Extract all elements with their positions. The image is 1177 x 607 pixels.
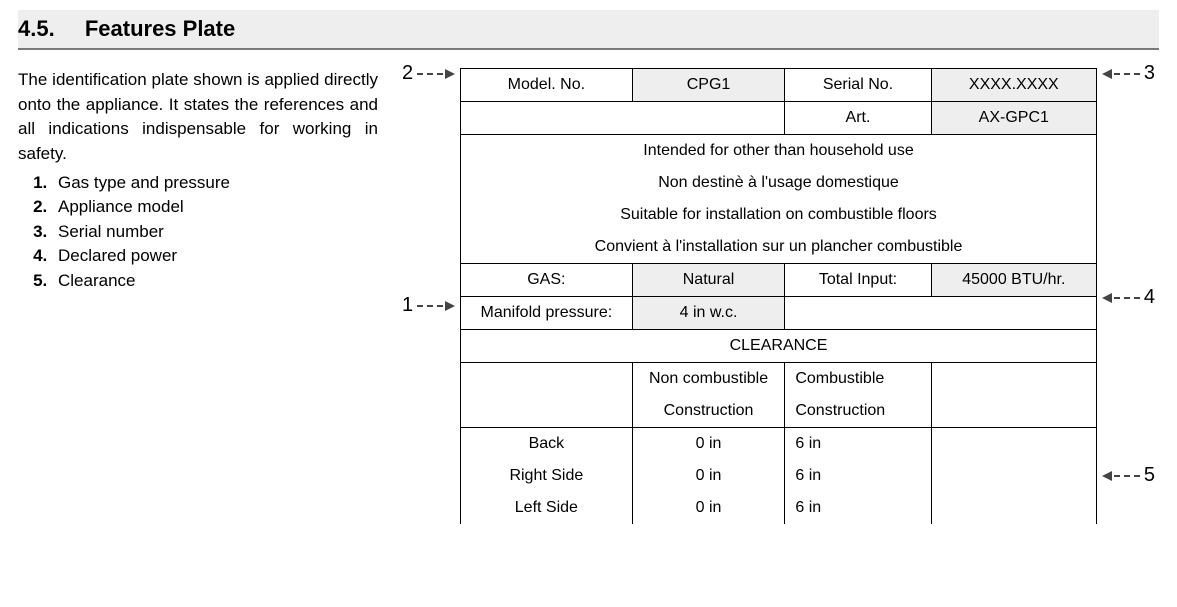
table-row: Manifold pressure: 4 in w.c.: [461, 297, 1097, 330]
total-input-value: 45000 BTU/hr.: [931, 264, 1096, 297]
table-row: Model. No. CPG1 Serial No. XXXX.XXXX: [461, 69, 1097, 102]
plate-table: Model. No. CPG1 Serial No. XXXX.XXXX Art…: [460, 68, 1097, 524]
total-input-label: Total Input:: [785, 264, 931, 297]
gas-label: GAS:: [461, 264, 633, 297]
empty-cell: [461, 395, 633, 428]
description-paragraph: The identification plate shown is applie…: [18, 68, 378, 167]
note-line: Suitable for installation on combustible…: [461, 199, 1097, 231]
gas-value: Natural: [632, 264, 785, 297]
empty-cell: [931, 297, 1096, 330]
callout-number: 1: [398, 294, 417, 317]
serial-value: XXXX.XXXX: [931, 69, 1096, 102]
callout-arrow: [1104, 475, 1140, 477]
table-row: Construction Construction: [461, 395, 1097, 428]
content-layout: The identification plate shown is applie…: [18, 68, 1159, 524]
description-column: The identification plate shown is applie…: [18, 68, 398, 294]
callout-4: 4: [1104, 286, 1159, 309]
callout-number: 3: [1140, 62, 1159, 85]
empty-cell: [461, 102, 633, 135]
legend-item: Clearance: [52, 269, 378, 294]
table-row: Left Side 0 in 6 in: [461, 492, 1097, 524]
callout-number: 5: [1140, 464, 1159, 487]
clearance-side: Right Side: [461, 460, 633, 492]
table-row: Suitable for installation on combustible…: [461, 199, 1097, 231]
empty-cell: [931, 460, 1096, 492]
callout-arrow: [1104, 73, 1140, 75]
legend-item: Declared power: [52, 244, 378, 269]
heading-number: 4.5.: [18, 16, 55, 41]
empty-cell: [785, 297, 931, 330]
callout-number: 4: [1140, 286, 1159, 309]
callout-arrow: [1104, 297, 1140, 299]
art-label: Art.: [785, 102, 931, 135]
legend-list: Gas type and pressure Appliance model Se…: [52, 171, 378, 294]
callout-2: 2: [398, 62, 453, 85]
model-label: Model. No.: [461, 69, 633, 102]
callout-3: 3: [1104, 62, 1159, 85]
art-value: AX-GPC1: [931, 102, 1096, 135]
table-row: Right Side 0 in 6 in: [461, 460, 1097, 492]
legend-item: Appliance model: [52, 195, 378, 220]
callout-5: 5: [1104, 464, 1159, 487]
table-row: Convient à l'installation sur un planche…: [461, 231, 1097, 264]
clearance-col-comb: Combustible: [785, 363, 931, 396]
callout-arrow: [417, 73, 453, 75]
callout-arrow: [417, 305, 453, 307]
empty-cell: [931, 428, 1096, 461]
table-row: Back 0 in 6 in: [461, 428, 1097, 461]
legend-item: Serial number: [52, 220, 378, 245]
features-plate: Model. No. CPG1 Serial No. XXXX.XXXX Art…: [460, 68, 1097, 524]
note-line: Non destinè à l'usage domestique: [461, 167, 1097, 199]
table-row: GAS: Natural Total Input: 45000 BTU/hr.: [461, 264, 1097, 297]
table-row: Non destinè à l'usage domestique: [461, 167, 1097, 199]
clearance-comb: 6 in: [785, 492, 931, 524]
clearance-col-noncomb: Non combustible: [632, 363, 785, 396]
plate-column: 2 3 1 4 5 Model. No. CPG1: [398, 68, 1159, 524]
table-row: Intended for other than household use: [461, 135, 1097, 168]
empty-cell: [461, 363, 633, 396]
callout-number: 2: [398, 62, 417, 85]
manifold-label: Manifold pressure:: [461, 297, 633, 330]
clearance-col-noncomb: Construction: [632, 395, 785, 428]
serial-label: Serial No.: [785, 69, 931, 102]
clearance-col-comb: Construction: [785, 395, 931, 428]
clearance-comb: 6 in: [785, 460, 931, 492]
table-row: Non combustible Combustible: [461, 363, 1097, 396]
callout-1: 1: [398, 294, 453, 317]
legend-item: Gas type and pressure: [52, 171, 378, 196]
heading-title: Features Plate: [85, 16, 235, 41]
empty-cell: [931, 492, 1096, 524]
manifold-value: 4 in w.c.: [632, 297, 785, 330]
empty-cell: [931, 395, 1096, 428]
clearance-noncomb: 0 in: [632, 492, 785, 524]
table-row: CLEARANCE: [461, 330, 1097, 363]
empty-cell: [632, 102, 785, 135]
section-heading: 4.5. Features Plate: [18, 10, 1159, 50]
note-line: Convient à l'installation sur un planche…: [461, 231, 1097, 264]
clearance-comb: 6 in: [785, 428, 931, 461]
clearance-noncomb: 0 in: [632, 428, 785, 461]
note-line: Intended for other than household use: [461, 135, 1097, 168]
clearance-header: CLEARANCE: [461, 330, 1097, 363]
model-value: CPG1: [632, 69, 785, 102]
table-row: Art. AX-GPC1: [461, 102, 1097, 135]
empty-cell: [931, 363, 1096, 396]
clearance-side: Left Side: [461, 492, 633, 524]
clearance-side: Back: [461, 428, 633, 461]
clearance-noncomb: 0 in: [632, 460, 785, 492]
